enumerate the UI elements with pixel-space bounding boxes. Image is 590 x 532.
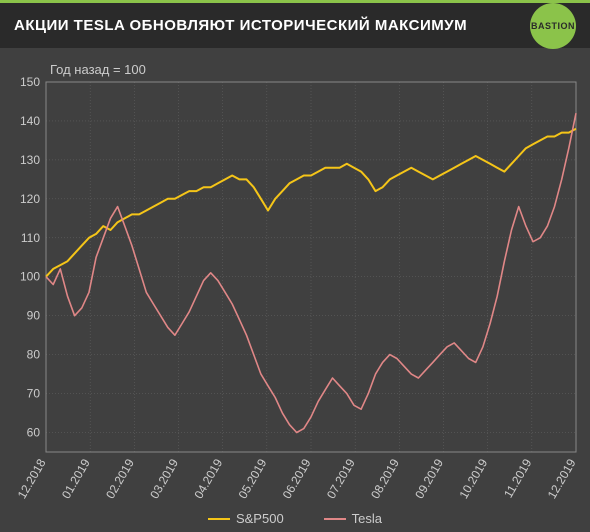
svg-text:01.2019: 01.2019 xyxy=(59,456,93,501)
svg-text:12.2019: 12.2019 xyxy=(545,456,579,501)
svg-text:04.2019: 04.2019 xyxy=(191,456,225,501)
svg-text:12.2018: 12.2018 xyxy=(15,456,49,501)
svg-text:09.2019: 09.2019 xyxy=(412,456,446,501)
svg-text:140: 140 xyxy=(20,114,40,128)
svg-text:08.2019: 08.2019 xyxy=(368,456,402,501)
svg-text:100: 100 xyxy=(20,270,40,284)
legend-label-tesla: Tesla xyxy=(352,511,382,526)
legend-item-sp500: S&P500 xyxy=(208,511,284,526)
legend-item-tesla: Tesla xyxy=(324,511,382,526)
header-bar: АКЦИИ TESLA ОБНОВЛЯЮТ ИСТОРИЧЕСКИЙ МАКСИ… xyxy=(0,0,590,48)
svg-text:60: 60 xyxy=(27,426,41,440)
svg-text:70: 70 xyxy=(27,387,41,401)
line-chart: 60 70 80 90 100 110 120 130 140 150 12.2018 01.2019… xyxy=(0,48,590,532)
svg-text:06.2019: 06.2019 xyxy=(280,456,314,501)
svg-text:120: 120 xyxy=(20,192,40,206)
svg-text:130: 130 xyxy=(20,153,40,167)
svg-text:03.2019: 03.2019 xyxy=(147,456,181,501)
chart-area: Год назад = 100 607080901001101201301401… xyxy=(0,48,590,532)
legend-label-sp500: S&P500 xyxy=(236,511,284,526)
svg-text:10.2019: 10.2019 xyxy=(456,456,490,501)
legend-color-tesla xyxy=(324,518,346,520)
chart-title: АКЦИИ TESLA ОБНОВЛЯЮТ ИСТОРИЧЕСКИЙ МАКСИ… xyxy=(14,17,467,34)
bastion-logo: BASTION xyxy=(530,3,576,49)
svg-text:11.2019: 11.2019 xyxy=(501,456,535,500)
svg-text:80: 80 xyxy=(27,348,41,362)
legend: S&P500 Tesla xyxy=(0,511,590,526)
svg-text:07.2019: 07.2019 xyxy=(324,456,358,501)
svg-text:05.2019: 05.2019 xyxy=(236,456,270,501)
svg-text:02.2019: 02.2019 xyxy=(103,456,137,501)
svg-text:90: 90 xyxy=(27,309,41,323)
svg-text:110: 110 xyxy=(21,231,40,245)
legend-color-sp500 xyxy=(208,518,230,520)
svg-text:150: 150 xyxy=(20,75,40,89)
